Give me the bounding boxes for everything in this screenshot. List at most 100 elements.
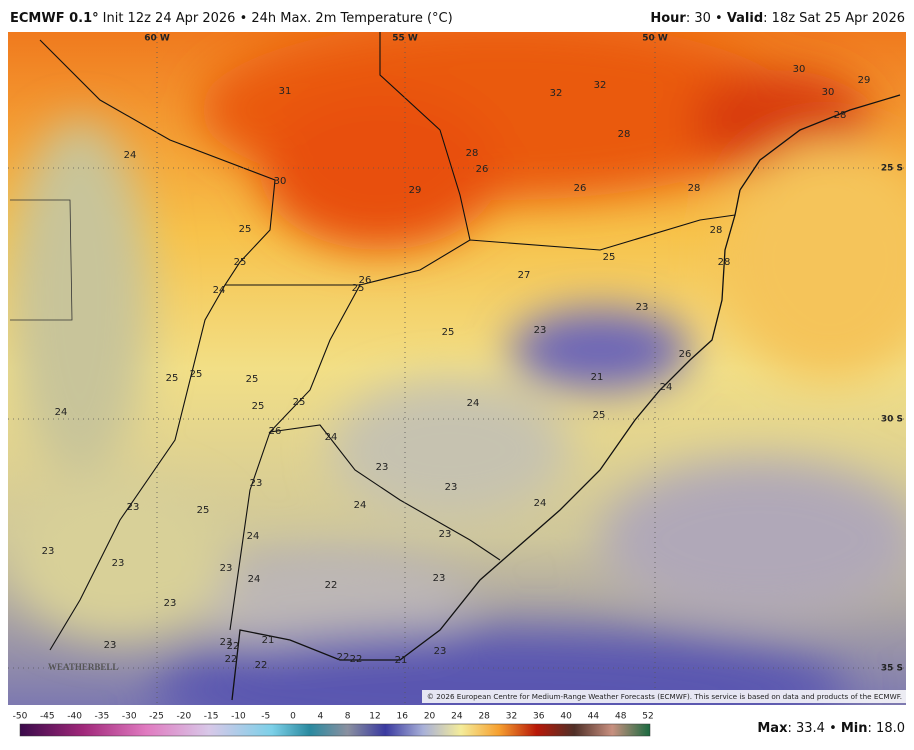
temperature-label: 23 (112, 558, 125, 569)
valid-label: Valid (727, 11, 763, 26)
temperature-label: 24 (213, 285, 226, 296)
colorbar-tick-label: 12 (369, 712, 380, 722)
graticule: 60 W 55 W 50 W 25 S 30 S 35 S (8, 32, 906, 705)
temperature-label: 25 (234, 257, 247, 268)
temperature-label: 23 (434, 646, 447, 657)
copyright: © 2026 European Centre for Medium-Range … (427, 692, 902, 701)
temperature-label: 21 (262, 635, 275, 646)
description: Init 12z 24 Apr 2026 • 24h Max. 2m Tempe… (103, 11, 453, 26)
temperature-label: 22 (325, 580, 338, 591)
colorbar-tick-label: 40 (560, 712, 572, 722)
temperature-label: 25 (197, 505, 210, 516)
model: ECMWF 0.1° (10, 11, 99, 26)
temperature-label: 25 (442, 327, 455, 338)
temperature-label: 25 (593, 410, 606, 421)
temperature-label: 24 (55, 407, 68, 418)
temperature-label: 24 (124, 150, 137, 161)
logo: WEATHERBELL (48, 662, 118, 672)
coastline (231, 189, 741, 701)
temperature-label: 25 (246, 374, 259, 385)
borders (39, 32, 736, 651)
temperature-label: 23 (127, 502, 140, 513)
latitude-label: 25 S (881, 164, 903, 174)
temperature-label: 23 (250, 478, 263, 489)
temperature-label: 22 (227, 641, 240, 652)
temperature-label: 22 (255, 660, 268, 671)
temperature-label: 28 (618, 129, 631, 140)
temperature-label: 23 (445, 482, 458, 493)
temperature-label: 28 (710, 225, 723, 236)
colorbar-ticks: -50 -45 -40 -35 -30 -25 -20 -15 -10 -5 0 4 8 12 16 20 24… (13, 712, 654, 722)
longitude-label: 60 W (144, 34, 170, 44)
temperature-label: 26 (269, 426, 282, 437)
colorbar-tick-label: -10 (231, 712, 246, 722)
temperature-label: 23 (104, 640, 117, 651)
temperature-label: 21 (395, 655, 408, 666)
colorbar-tick-label: -5 (261, 712, 270, 722)
temperature-label: 24 (247, 531, 260, 542)
temperature-label: 25 (190, 369, 203, 380)
temperature-label: 28 (718, 257, 731, 268)
temperature-label: 24 (354, 500, 367, 511)
temperature-label: 25 (239, 224, 252, 235)
colorbar-tick-label: -40 (67, 712, 82, 722)
temperature-label: 32 (594, 80, 607, 91)
map (8, 32, 906, 705)
colorbar-tick-label: 48 (615, 712, 627, 722)
header-right: Hour: 30 • Valid: 18z Sat 25 Apr 2026 (650, 11, 905, 26)
temperature-label: 25 (352, 283, 365, 294)
colorbar-tick-label: 8 (345, 712, 351, 722)
temperature-label: 22 (225, 654, 238, 665)
hour-label: Hour (650, 11, 686, 26)
temperature-label: 30 (274, 176, 287, 187)
colorbar-tick-label: 28 (478, 712, 490, 722)
temperature-label: 23 (636, 302, 649, 313)
longitude-label: 50 W (642, 34, 668, 44)
colorbar-tick-label: 0 (290, 712, 296, 722)
temperature-label: 24 (534, 498, 547, 509)
colorbar-tick-label: -50 (13, 712, 28, 722)
temperature-label: 25 (252, 401, 265, 412)
colorbar-tick-label: 36 (533, 712, 545, 722)
longitude-label: 55 W (392, 34, 418, 44)
hour-value: : 30 • (686, 11, 727, 26)
min-label: Min (841, 721, 868, 736)
temperature-label: 25 (166, 373, 179, 384)
colorbar-tick-label: 4 (317, 712, 323, 722)
temperature-label: 23 (376, 462, 389, 473)
colorbar-tick-label: -35 (95, 712, 110, 722)
coastline-north (739, 94, 901, 191)
temperature-label: 27 (518, 270, 531, 281)
temperature-label: 23 (433, 573, 446, 584)
colorbar (19, 723, 651, 737)
temperature-label: 30 (793, 64, 806, 75)
colorbar-tick-label: -20 (176, 712, 191, 722)
colorbar-tick-label: 52 (642, 712, 653, 722)
temperature-label: 26 (476, 164, 489, 175)
temperature-label: 23 (220, 637, 233, 648)
min-value: : 18.0 (868, 721, 905, 736)
colorbar-tick-label: 24 (451, 712, 463, 722)
temperature-label: 28 (466, 148, 479, 159)
temperature-label: 26 (574, 183, 587, 194)
temperature-label: 23 (534, 325, 547, 336)
temperature-label: 31 (279, 86, 292, 97)
temperature-label: 28 (834, 110, 847, 121)
colorbar-tick-label: -45 (40, 712, 55, 722)
temperature-label: 24 (325, 432, 338, 443)
temperature-label: 26 (359, 275, 372, 286)
temperature-label: 24 (248, 574, 261, 585)
copyright-bg (422, 690, 906, 703)
colorbar-tick-label: -30 (122, 712, 137, 722)
colorbar-tick-label: -15 (204, 712, 219, 722)
latitude-label: 35 S (881, 664, 903, 674)
temperature-label: 22 (337, 652, 350, 663)
valid-value: : 18z Sat 25 Apr 2026 (763, 11, 905, 26)
colorbar-tick-label: 16 (397, 712, 409, 722)
max-label: Max (757, 721, 788, 736)
province-lines (10, 199, 73, 321)
temperature-label: 28 (688, 183, 701, 194)
